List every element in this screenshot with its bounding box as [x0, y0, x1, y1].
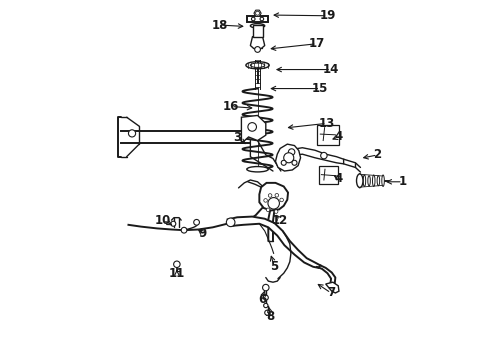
Text: 12: 12 [272, 214, 288, 227]
Circle shape [265, 310, 270, 315]
Circle shape [248, 123, 256, 131]
Text: 19: 19 [319, 9, 336, 22]
Circle shape [268, 198, 279, 209]
Circle shape [264, 199, 268, 202]
Circle shape [128, 130, 136, 137]
Polygon shape [259, 183, 288, 211]
Ellipse shape [246, 62, 269, 69]
Bar [318, 166, 338, 184]
Text: 15: 15 [312, 82, 328, 95]
Bar [252, 25, 263, 37]
Text: 4: 4 [334, 172, 343, 185]
Ellipse shape [377, 176, 380, 186]
Text: 2: 2 [373, 148, 382, 161]
Text: 4: 4 [334, 130, 343, 144]
Text: 16: 16 [223, 100, 240, 113]
Circle shape [289, 149, 295, 155]
Polygon shape [275, 144, 300, 171]
Ellipse shape [250, 63, 265, 67]
Polygon shape [242, 116, 266, 143]
Text: 3: 3 [233, 131, 241, 144]
Circle shape [260, 17, 264, 21]
Text: 13: 13 [318, 117, 335, 130]
Circle shape [263, 295, 269, 300]
Text: 1: 1 [399, 175, 407, 188]
Circle shape [255, 46, 260, 52]
Ellipse shape [368, 176, 370, 186]
Text: 11: 11 [169, 267, 185, 280]
Circle shape [280, 198, 283, 202]
Circle shape [251, 17, 255, 21]
Circle shape [173, 261, 180, 267]
Circle shape [171, 221, 176, 226]
Text: 8: 8 [267, 310, 275, 324]
Bar [247, 16, 269, 22]
Text: 17: 17 [309, 37, 325, 50]
Circle shape [264, 303, 268, 308]
Circle shape [226, 218, 235, 226]
Text: 6: 6 [258, 293, 267, 306]
Ellipse shape [359, 174, 361, 188]
Circle shape [269, 194, 272, 197]
Bar [317, 125, 339, 145]
Circle shape [181, 227, 187, 233]
Ellipse shape [372, 175, 375, 186]
Polygon shape [326, 282, 339, 293]
Circle shape [263, 284, 269, 291]
Ellipse shape [357, 174, 363, 188]
Text: 10: 10 [155, 214, 172, 227]
Circle shape [292, 160, 297, 165]
Ellipse shape [247, 167, 269, 172]
Circle shape [281, 160, 286, 165]
Circle shape [320, 152, 327, 159]
Text: 5: 5 [270, 260, 278, 273]
Text: 9: 9 [198, 226, 207, 239]
Circle shape [322, 172, 326, 177]
Text: 7: 7 [327, 287, 335, 300]
Circle shape [274, 210, 278, 213]
Ellipse shape [363, 175, 366, 186]
Text: 18: 18 [212, 19, 228, 32]
Ellipse shape [382, 175, 384, 186]
Polygon shape [254, 10, 261, 16]
Circle shape [266, 208, 270, 212]
Polygon shape [228, 217, 320, 268]
Circle shape [284, 153, 294, 163]
Text: 14: 14 [323, 63, 339, 76]
Circle shape [275, 193, 279, 197]
Circle shape [194, 220, 199, 225]
Polygon shape [285, 148, 343, 164]
Ellipse shape [250, 24, 265, 28]
Circle shape [321, 132, 325, 136]
